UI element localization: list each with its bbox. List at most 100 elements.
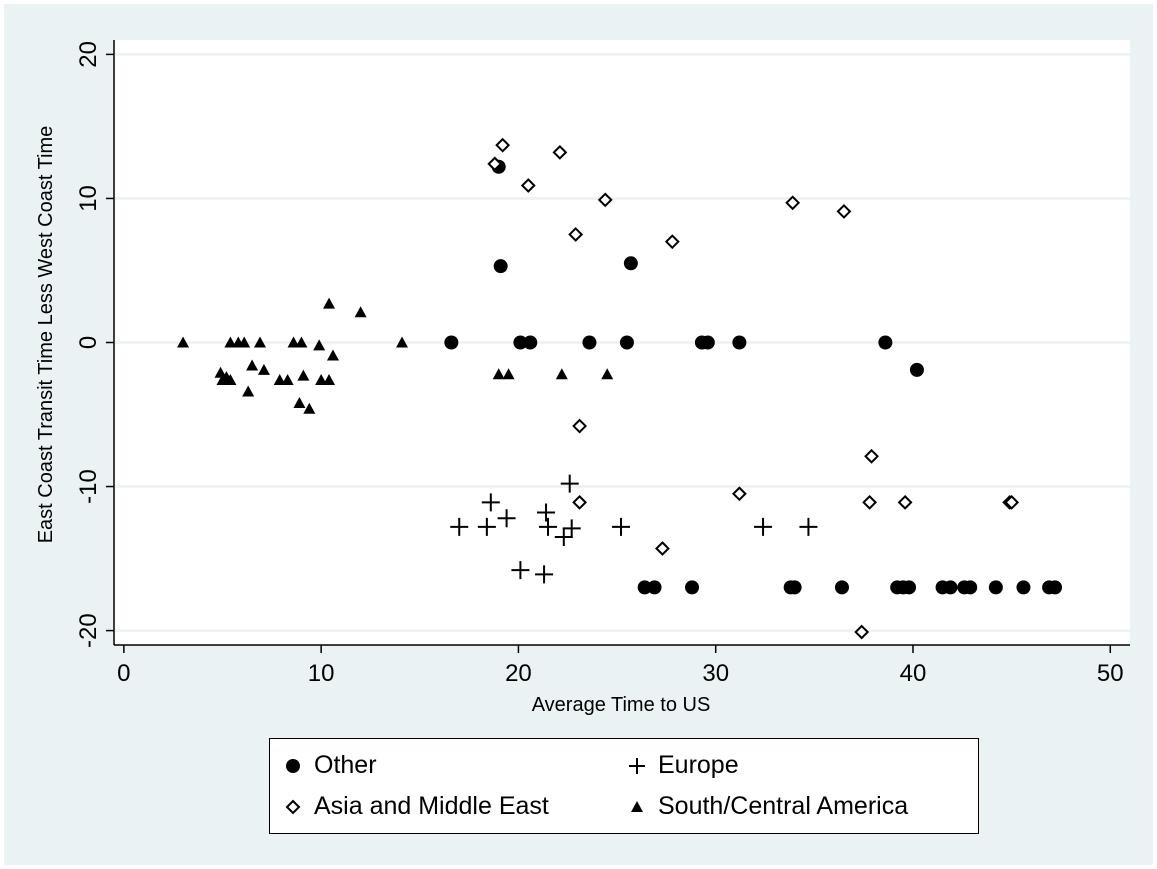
legend-item-europe: Europe xyxy=(628,751,739,780)
diamond-marker-icon xyxy=(285,799,301,814)
point-south-central-america xyxy=(257,363,270,375)
point-other xyxy=(623,256,638,271)
y-tick-label: 10 xyxy=(75,185,102,212)
point-other xyxy=(909,362,924,377)
point-other xyxy=(619,335,634,350)
point-other xyxy=(963,580,978,595)
point-south-central-america xyxy=(315,373,328,385)
point-other xyxy=(988,580,1003,595)
point-south-central-america xyxy=(502,368,515,380)
circle-marker-icon xyxy=(286,758,300,773)
x-tick-label: 10 xyxy=(308,660,335,687)
point-europe xyxy=(450,517,469,536)
point-asia-middle-east xyxy=(552,144,568,160)
point-other xyxy=(902,580,917,595)
point-south-central-america xyxy=(287,336,300,348)
y-tick-label: 0 xyxy=(75,336,102,349)
point-other xyxy=(444,335,459,350)
point-europe xyxy=(562,519,581,538)
point-south-central-america xyxy=(177,336,190,348)
point-europe xyxy=(477,517,496,536)
point-south-central-america xyxy=(601,368,614,380)
figure: -20 -10 0 10 20 0 10 20 30 40 50 Average Time to US… xyxy=(4,4,1153,865)
point-south-central-america xyxy=(297,369,310,381)
point-europe xyxy=(554,527,573,546)
triangle-marker-icon xyxy=(631,800,643,812)
point-europe xyxy=(560,474,579,493)
scatter-chart: -20 -10 0 10 20 0 10 20 30 40 50 Average Time to US… xyxy=(35,40,1130,716)
point-europe xyxy=(539,517,558,536)
point-asia-middle-east xyxy=(836,204,852,219)
point-south-central-america xyxy=(303,402,316,414)
point-other xyxy=(1016,580,1031,595)
point-asia-middle-east xyxy=(1004,494,1020,510)
x-axis-title: Average Time to US xyxy=(532,694,711,716)
point-other xyxy=(685,580,700,595)
point-asia-middle-east xyxy=(572,418,587,434)
point-other xyxy=(1048,580,1063,595)
point-asia-middle-east xyxy=(568,227,584,242)
point-asia-middle-east xyxy=(597,192,613,208)
point-europe xyxy=(481,493,500,512)
point-asia-middle-east xyxy=(495,137,511,153)
point-south-central-america xyxy=(354,306,367,318)
point-asia-middle-east xyxy=(864,448,879,464)
x-tick-label: 20 xyxy=(505,660,532,687)
point-south-central-america xyxy=(323,297,336,309)
plus-marker-icon xyxy=(629,757,645,774)
point-europe xyxy=(535,565,554,584)
point-asia-middle-east xyxy=(862,494,878,510)
point-south-central-america xyxy=(214,366,227,378)
legend-item-asia: Asia and Middle East xyxy=(284,792,549,821)
point-south-central-america xyxy=(224,336,237,348)
point-south-central-america xyxy=(555,368,568,380)
point-asia-middle-east xyxy=(664,234,680,250)
point-south-central-america xyxy=(295,336,308,348)
point-south-central-america xyxy=(281,373,294,385)
point-other xyxy=(834,580,849,595)
point-other xyxy=(787,580,802,595)
point-other xyxy=(647,580,662,595)
legend-label: Asia and Middle East xyxy=(314,792,549,820)
point-asia-middle-east xyxy=(785,195,801,211)
point-asia-middle-east xyxy=(572,494,587,510)
point-south-central-america xyxy=(396,336,409,348)
point-other xyxy=(732,335,747,350)
legend-label: South/Central America xyxy=(658,792,909,820)
point-south-central-america xyxy=(253,336,266,348)
legend-item-south-central-america: South/Central America xyxy=(628,792,908,821)
point-south-central-america xyxy=(323,373,336,385)
x-tick-label: 40 xyxy=(900,660,927,687)
point-asia-middle-east xyxy=(520,178,536,193)
point-south-central-america xyxy=(242,385,255,397)
point-asia-middle-east xyxy=(655,541,670,556)
point-asia-middle-east xyxy=(854,624,870,640)
point-other xyxy=(878,335,893,350)
legend: Other Europe Asia and Middle East South/… xyxy=(269,738,979,834)
point-south-central-america xyxy=(246,359,259,371)
y-tick-label: 20 xyxy=(75,41,102,68)
point-asia-middle-east xyxy=(897,494,913,510)
point-south-central-america xyxy=(238,336,251,348)
y-tick-label: -10 xyxy=(75,469,102,504)
point-europe xyxy=(497,509,516,528)
point-asia-middle-east xyxy=(731,486,747,502)
point-south-central-america xyxy=(293,397,306,408)
point-south-central-america xyxy=(326,349,339,361)
point-europe xyxy=(537,503,556,522)
y-tick-label: -20 xyxy=(75,613,102,648)
point-europe xyxy=(612,517,631,536)
point-south-central-america xyxy=(273,373,286,385)
y-axis-title: East Coast Transit Time Less West Coast … xyxy=(35,126,57,544)
point-south-central-america xyxy=(492,368,505,380)
x-tick-label: 30 xyxy=(702,660,729,687)
point-other xyxy=(637,580,652,595)
legend-label: Europe xyxy=(658,751,739,779)
point-europe xyxy=(799,517,818,536)
point-europe xyxy=(754,517,773,536)
point-other xyxy=(943,580,958,595)
point-other xyxy=(493,259,508,274)
legend-label: Other xyxy=(314,751,377,779)
point-other xyxy=(582,335,597,350)
point-south-central-america xyxy=(313,339,326,351)
